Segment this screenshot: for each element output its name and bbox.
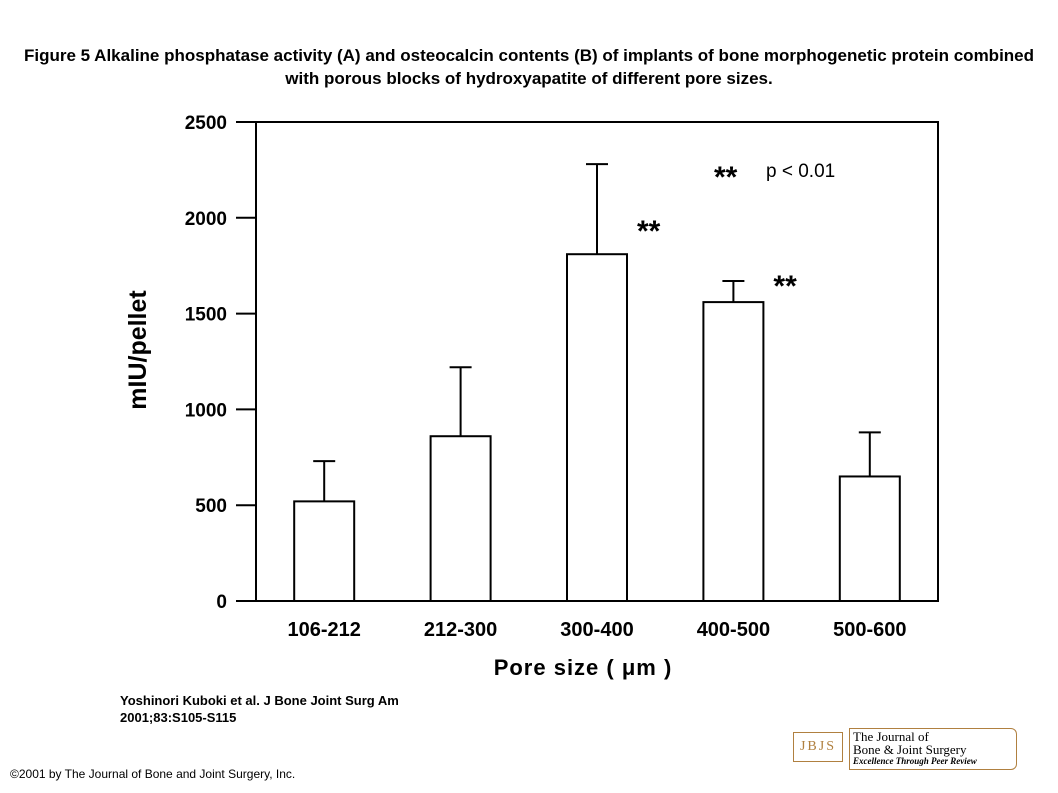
citation: Yoshinori Kuboki et al. J Bone Joint Sur… — [120, 692, 399, 726]
logo-abbreviation: JBJS — [793, 732, 843, 762]
x-axis-label: Pore size ( μm ) — [494, 655, 673, 680]
x-tick-label: 212-300 — [424, 619, 497, 641]
figure-caption: Figure 5 Alkaline phosphatase activity (… — [23, 46, 1035, 88]
x-tick-label: 400-500 — [697, 619, 770, 641]
x-tick-label: 500-600 — [833, 619, 906, 641]
x-tick-label: 106-212 — [287, 619, 360, 641]
significance-marker: ** — [773, 270, 797, 303]
y-tick-label: 2500 — [185, 113, 227, 134]
significance-marker: ** — [637, 215, 661, 248]
logo-title-line1: The Journal of — [853, 729, 929, 744]
bar — [293, 500, 356, 603]
y-tick-label: 1500 — [185, 305, 227, 326]
x-tick-label: 300-400 — [560, 619, 633, 641]
y-tick-label: 2000 — [185, 209, 227, 230]
bar — [429, 435, 492, 602]
y-axis-label: mIU/pellet — [124, 290, 152, 410]
legend-note-symbol: ** — [714, 161, 738, 194]
logo-frame — [849, 728, 1017, 770]
bar — [566, 253, 628, 602]
citation-reference: 2001;83:S105-S115 — [120, 710, 237, 725]
bar — [838, 475, 901, 602]
citation-authors: Yoshinori Kuboki et al. J Bone Joint Sur… — [120, 693, 399, 708]
y-tick-label: 0 — [216, 592, 227, 613]
legend-note-text: p < 0.01 — [766, 161, 835, 182]
logo-tagline: Excellence Through Peer Review — [853, 756, 977, 766]
bar — [702, 301, 765, 602]
jbjs-logo: JBJS The Journal of Bone & Joint Surgery… — [793, 728, 1017, 770]
y-tick-label: 1000 — [185, 400, 227, 421]
copyright-notice: ©2001 by The Journal of Bone and Joint S… — [10, 767, 296, 781]
logo-title-line2: Bone & Joint Surgery — [853, 742, 967, 757]
y-tick-label: 500 — [195, 496, 227, 517]
